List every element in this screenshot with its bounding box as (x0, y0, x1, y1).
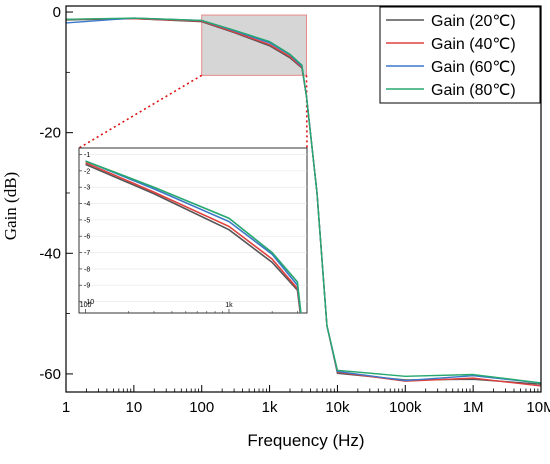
series-group (65, 17, 542, 387)
inset-y-tick-label: -8 (84, 266, 90, 273)
inset-y-tick-label: -9 (84, 283, 90, 290)
series-line-4 (65, 17, 542, 384)
zoom-region-group (78, 14, 308, 149)
zoom-connector-left (78, 74, 203, 149)
inset-y-tick-label: -2 (84, 168, 90, 175)
y-tick-label: -20 (39, 125, 61, 142)
zoom-connector-right (305, 75, 308, 149)
x-tick-label: 1k (262, 399, 278, 416)
legend-label-1: Gain (20℃) (431, 13, 516, 30)
legend-box (379, 6, 541, 104)
y-tick-label: 0 (53, 4, 61, 21)
x-tick-label: 100 (189, 399, 214, 416)
inset-y-tick-label: -6 (84, 234, 90, 241)
inset-y-tick-label: -3 (84, 185, 90, 192)
legend-label-4: Gain (80℃) (431, 82, 516, 99)
inset-y-tick-label: -1 (84, 152, 90, 159)
x-tick-label: 10M (526, 399, 550, 416)
axes-group: 1 10 100 1k 10k 100k 1M 10M 0 -20 -40 -60 (39, 4, 550, 416)
x-tick-label: 10k (325, 399, 350, 416)
legend-group: Gain (20℃) Gain (40℃) Gain (60℃) Gain (80℃) (379, 6, 541, 104)
legend-label-3: Gain (60℃) (431, 59, 516, 76)
inset-x-tick-label: 1k (225, 302, 233, 309)
zoom-region-rect (201, 14, 307, 76)
y-tick-label: -60 (39, 366, 61, 383)
inset-y-tick-label: -5 (84, 217, 90, 224)
inset-y-tick-label: -4 (84, 201, 90, 208)
x-tick-label: 1M (463, 399, 484, 416)
inset-series-group (85, 160, 302, 313)
inset-series-line-4 (85, 160, 302, 313)
x-tick-label: 1 (62, 399, 70, 416)
inset-y-tick-label: -7 (84, 250, 90, 257)
plot-frame (65, 5, 542, 393)
y-tick-label: -40 (39, 245, 61, 262)
legend-label-2: Gain (40℃) (431, 36, 516, 53)
inset-x-tick-label: 100 (80, 302, 92, 309)
x-tick-label: 100k (389, 399, 422, 416)
inset-y-tick-label: -10 (84, 299, 94, 306)
y-axis-title: Gain (dB) (1, 172, 20, 240)
x-tick-label: 10 (126, 399, 143, 416)
x-axis-title: Frequency (Hz) (247, 431, 364, 450)
